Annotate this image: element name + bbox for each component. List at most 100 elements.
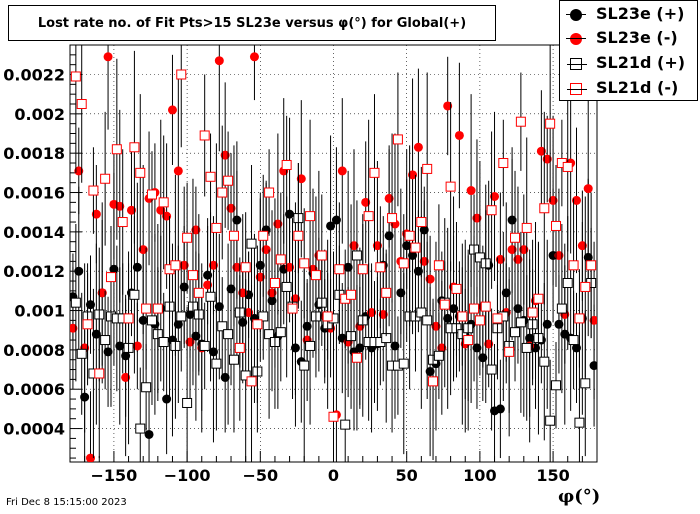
data-point-square [392,134,403,145]
data-point-circle [513,254,523,264]
y-tick-label: 0.0016 [3,184,65,203]
data-point-square [293,230,304,241]
data-point-square [474,252,485,263]
data-point-square [240,262,251,273]
data-point-square [205,291,216,302]
data-point-square [334,264,345,275]
data-point-circle [85,453,95,462]
data-point-square [521,222,532,233]
data-point-square [205,171,216,182]
data-point-square [105,272,116,283]
legend: SL23e (+) SL23e (-) SL21d (+) SL21d (-) [559,0,698,101]
data-point-square [129,142,140,153]
data-point-square [351,352,362,363]
data-point-square [580,378,591,389]
data-point-square [228,354,239,365]
data-point-circle [495,254,505,264]
data-point-circle [472,343,482,353]
data-point-circle [285,262,295,272]
data-point-circle [367,308,377,318]
data-point-square [152,303,163,314]
data-point-circle [162,394,172,404]
data-point-square [182,397,193,408]
data-point-circle [115,201,125,211]
data-point-circle [326,221,336,231]
data-point-circle [507,245,517,255]
data-point-square [457,311,468,322]
data-point-circle [156,205,166,215]
data-point-circle [437,343,447,353]
data-point-circle [132,341,142,351]
data-point-circle [173,166,183,176]
data-point-circle [132,262,142,272]
data-point-circle [542,319,552,329]
data-point-square [445,181,456,192]
data-point-circle [384,193,394,203]
data-point-circle [74,166,84,176]
data-point-square [217,187,228,198]
y-tick-label: 0.0018 [3,144,65,163]
data-point-square [123,313,134,324]
data-point-circle [554,319,564,329]
data-point-circle [466,186,476,196]
data-point-square [223,175,234,186]
data-point-square [176,69,187,80]
data-point-circle [121,372,131,382]
data-point-square [193,287,204,298]
y-tick-label: 0.001 [14,302,65,321]
data-point-square [264,329,275,340]
data-point-square [545,118,556,129]
data-point-square [533,293,544,304]
data-point-circle [191,225,201,235]
data-point-square [223,329,234,340]
data-point-circle [554,250,564,260]
data-point-circle [408,170,418,180]
data-point-square [539,356,550,367]
legend-marker-filled-red [566,33,586,45]
data-point-circle [572,195,582,205]
data-point-circle [413,266,423,276]
data-point-square [170,260,181,271]
data-point-square [562,278,573,289]
data-point-square [305,211,316,222]
data-point-square [363,211,374,222]
data-point-square [146,315,157,326]
data-point-square [141,382,152,393]
data-point-circle [273,219,283,229]
data-point-square [246,238,257,249]
data-point-circle [255,272,265,282]
data-point-square [398,358,409,369]
data-point-circle [244,308,254,318]
data-point-square [211,358,222,369]
data-point-circle [495,404,505,414]
data-point-circle [185,337,195,347]
data-point-square [515,317,526,328]
data-point-square [76,99,87,110]
data-point-circle [390,341,400,351]
data-point-circle [577,241,587,251]
data-point-circle [536,146,546,156]
data-point-square [70,71,81,82]
legend-marker-filled-black [566,9,586,21]
data-point-square [158,337,169,348]
x-tick-label: 150 [536,466,569,485]
data-point-circle [226,203,236,213]
data-point-square [562,161,573,172]
data-point-circle [220,150,230,160]
data-point-square [305,340,316,351]
legend-label: SL23e (-) [596,28,678,47]
legend-item-sl21d-plus: SL21d (+) [560,52,697,76]
data-point-circle [589,361,597,371]
data-point-circle [484,339,494,349]
x-tick-label: −50 [242,466,278,485]
data-point-square [299,360,310,371]
data-point-circle [413,142,423,152]
data-point-circle [419,256,429,266]
data-point-square [129,289,140,300]
data-point-circle [167,105,177,115]
data-point-square [299,258,310,269]
data-point-square [556,303,567,314]
data-point-square [281,281,292,292]
data-point-square [310,270,321,281]
